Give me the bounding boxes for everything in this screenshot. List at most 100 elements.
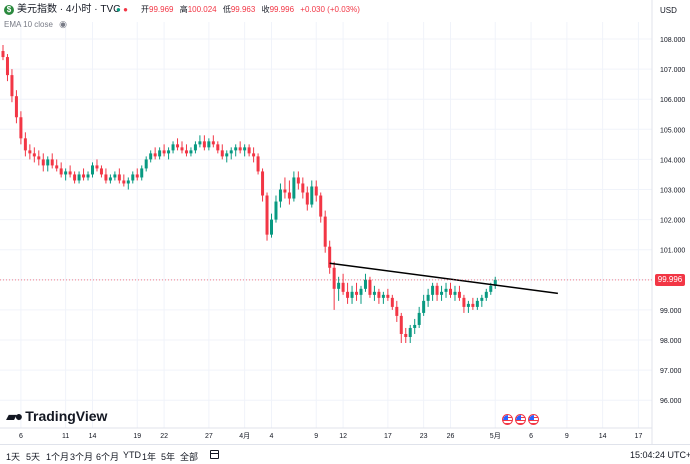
timeframe-6m[interactable]: 6个月 [96, 452, 120, 462]
candle-down [247, 147, 251, 154]
candle-up [466, 303, 470, 307]
timeframe-1m[interactable]: 1个月 [46, 452, 70, 462]
candle-down [377, 291, 381, 298]
calendar-icon[interactable] [210, 450, 219, 459]
x-tick-label: 4 [270, 433, 274, 440]
candle-down [202, 141, 206, 148]
candle-up [189, 150, 193, 154]
candle-up [86, 174, 90, 178]
candle-down [368, 279, 372, 295]
candle-down [355, 291, 359, 295]
x-tick-label: 14 [89, 433, 97, 440]
candle-up [167, 150, 171, 154]
candle-down [32, 153, 36, 157]
candle-down [265, 195, 269, 235]
candle-up [113, 174, 117, 178]
x-tick-label: 9 [314, 433, 318, 440]
candle-up [158, 150, 162, 157]
timeframe-5y[interactable]: 5年 [161, 452, 176, 462]
candle-up [381, 294, 385, 298]
candle-down [176, 144, 180, 148]
y-tick-label: 98.000 [660, 338, 682, 345]
clock[interactable]: 15:04:24 UTC+8 [630, 450, 690, 460]
candle-down [328, 246, 332, 268]
x-tick-label: 9 [565, 433, 569, 440]
timeframe-3m[interactable]: 3个月 [70, 452, 94, 462]
candle-up [493, 279, 497, 286]
candle-up [225, 153, 229, 157]
candle-down [122, 180, 126, 184]
timeframe-all[interactable]: 全部 [180, 452, 199, 462]
currency-label[interactable]: USD [660, 6, 677, 15]
price-axis: 108.000 107.000 106.000 105.000 104.000 103.0… [660, 37, 685, 405]
x-tick-label: 5月 [490, 432, 501, 440]
timeframe-5d[interactable]: 5天 [26, 452, 41, 462]
candle-up [274, 201, 278, 220]
candle-up [444, 288, 448, 292]
candle-up [372, 291, 376, 295]
candle-down [104, 174, 108, 181]
candle-down [162, 150, 166, 154]
timeframe-ytd[interactable]: YTD [123, 450, 141, 460]
candle-down [184, 150, 188, 154]
candle-up [278, 189, 282, 202]
candle-down [41, 159, 45, 166]
candle-down [23, 138, 27, 151]
data-delay-icon: ● [123, 5, 128, 14]
candle-up [198, 141, 202, 145]
candle-up [131, 174, 135, 181]
us-flag-icon[interactable] [528, 414, 539, 425]
tradingview-logo[interactable]: ▰● TradingView [6, 408, 107, 425]
x-tick-label: 17 [384, 433, 392, 440]
candle-up [417, 312, 421, 325]
candle-up [337, 282, 341, 289]
x-tick-label: 17 [635, 433, 643, 440]
us-flag-icon[interactable] [515, 414, 526, 425]
open-value: 99.969 [149, 5, 174, 14]
chart-header: $ 美元指数 · 4小时 · TVC ● ● 开99.969 高100.024 … [0, 0, 650, 20]
symbol-title[interactable]: 美元指数 · 4小时 · TVC [17, 4, 121, 15]
candle-up [171, 144, 175, 151]
timeframe-1d[interactable]: 1天 [6, 452, 21, 462]
candle-down [59, 168, 63, 175]
candle-down [256, 156, 260, 172]
y-tick-label: 97.000 [660, 368, 682, 375]
candle-up [108, 177, 112, 181]
trendline[interactable] [329, 262, 558, 295]
candle-down [341, 282, 345, 292]
ohlc-readout: 开99.969 高100.024 低99.963 收99.996 +0.030 … [141, 0, 364, 20]
candle-up [243, 147, 247, 151]
y-tick-label: 104.000 [660, 157, 685, 164]
y-tick-label: 102.000 [660, 218, 685, 225]
x-tick-label: 22 [160, 433, 168, 440]
us-flag-icon[interactable] [502, 414, 513, 425]
candle-down [399, 315, 403, 334]
candle-down [28, 150, 32, 154]
candle-down [5, 57, 9, 76]
candle-up [408, 327, 412, 337]
indicator-legend[interactable]: EMA 10 close ◉ [4, 19, 67, 30]
candle-down [1, 51, 5, 58]
candle-down [319, 195, 323, 217]
market-status-icons[interactable]: ● ● [116, 0, 128, 20]
candle-up [140, 168, 144, 178]
candle-down [390, 297, 394, 307]
eye-icon[interactable]: ◉ [59, 19, 68, 29]
candle-up [292, 177, 296, 199]
x-tick-label: 6 [19, 433, 23, 440]
candle-up [64, 171, 68, 175]
y-tick-label: 108.000 [660, 37, 685, 44]
candle-down [314, 186, 318, 196]
timeframe-1y[interactable]: 1年 [142, 452, 157, 462]
candle-down [153, 153, 157, 157]
candle-up [270, 219, 273, 235]
candle-down [404, 333, 408, 337]
dollar-logo-icon: $ [4, 5, 14, 15]
candle-down [211, 141, 215, 145]
y-tick-label: 103.000 [660, 188, 685, 195]
candle-down [55, 165, 59, 169]
y-tick-label: 99.000 [660, 308, 682, 315]
close-value: 99.996 [269, 5, 295, 14]
candle-up [126, 180, 130, 184]
